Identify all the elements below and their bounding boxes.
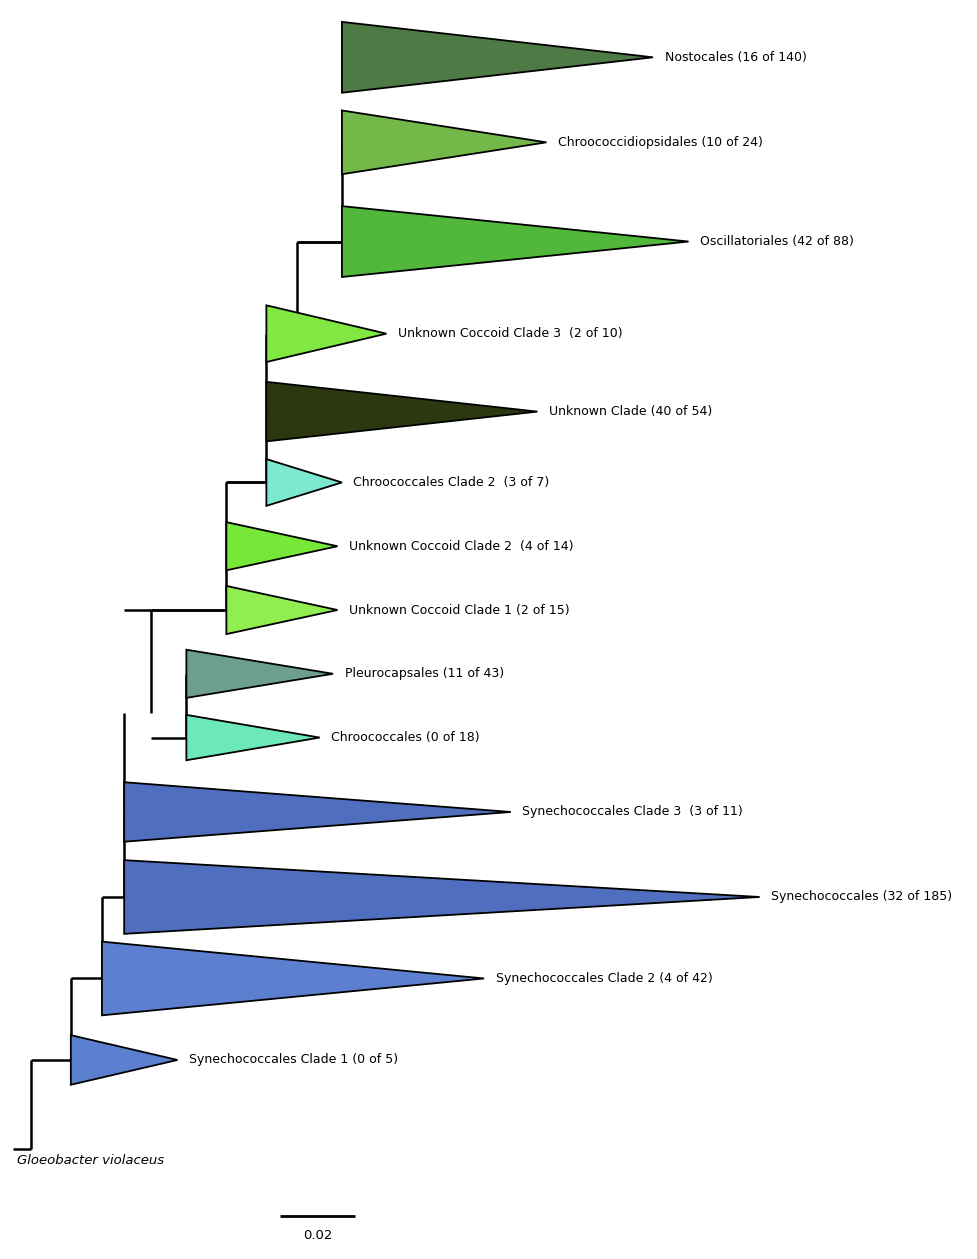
Text: Synechococcales Clade 1 (0 of 5): Synechococcales Clade 1 (0 of 5) xyxy=(189,1054,399,1066)
Polygon shape xyxy=(70,1035,178,1085)
Polygon shape xyxy=(342,21,653,93)
Polygon shape xyxy=(227,585,337,635)
Polygon shape xyxy=(267,381,537,442)
Text: Synechococcales (32 of 185): Synechococcales (32 of 185) xyxy=(771,890,953,904)
Polygon shape xyxy=(342,111,546,174)
Text: Oscillatoriales (42 of 88): Oscillatoriales (42 of 88) xyxy=(701,235,854,248)
Polygon shape xyxy=(124,860,760,934)
Polygon shape xyxy=(267,306,386,363)
Polygon shape xyxy=(267,460,342,506)
Text: Synechococcales Clade 3  (3 of 11): Synechococcales Clade 3 (3 of 11) xyxy=(523,806,743,818)
Polygon shape xyxy=(102,942,485,1015)
Polygon shape xyxy=(187,715,319,760)
Text: Chroococcidiopsidales (10 of 24): Chroococcidiopsidales (10 of 24) xyxy=(558,136,763,149)
Text: Gloeobacter violaceus: Gloeobacter violaceus xyxy=(17,1155,164,1167)
Text: Chroococcales Clade 2  (3 of 7): Chroococcales Clade 2 (3 of 7) xyxy=(354,476,550,488)
Text: Pleurocapsales (11 of 43): Pleurocapsales (11 of 43) xyxy=(345,667,504,680)
Text: Chroococcales (0 of 18): Chroococcales (0 of 18) xyxy=(331,731,480,744)
Text: Synechococcales Clade 2 (4 of 42): Synechococcales Clade 2 (4 of 42) xyxy=(495,972,712,985)
Text: Nostocales (16 of 140): Nostocales (16 of 140) xyxy=(664,50,806,64)
Text: Unknown Coccoid Clade 3  (2 of 10): Unknown Coccoid Clade 3 (2 of 10) xyxy=(398,327,622,340)
Text: Unknown Clade (40 of 54): Unknown Clade (40 of 54) xyxy=(549,405,712,418)
Polygon shape xyxy=(187,650,333,697)
Text: Unknown Coccoid Clade 2  (4 of 14): Unknown Coccoid Clade 2 (4 of 14) xyxy=(349,540,573,553)
Text: 0.02: 0.02 xyxy=(303,1229,332,1241)
Polygon shape xyxy=(124,782,511,842)
Polygon shape xyxy=(227,522,337,570)
Polygon shape xyxy=(342,206,689,277)
Text: Unknown Coccoid Clade 1 (2 of 15): Unknown Coccoid Clade 1 (2 of 15) xyxy=(349,603,570,617)
